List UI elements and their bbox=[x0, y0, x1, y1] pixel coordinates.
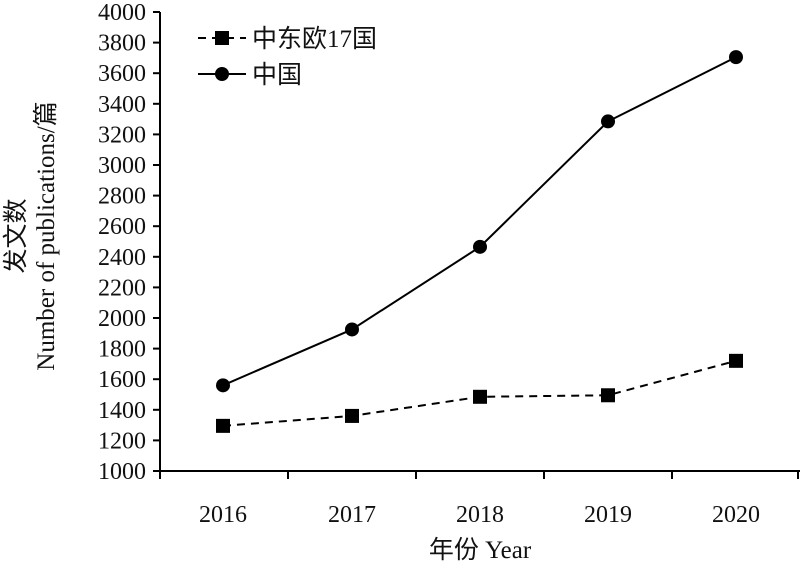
y-tick-label: 3800 bbox=[98, 31, 146, 57]
data-point-circle bbox=[216, 378, 230, 393]
y-tick-label: 2200 bbox=[98, 275, 146, 301]
y-tick-label: 4000 bbox=[98, 0, 146, 26]
y-tick-label: 3600 bbox=[98, 61, 146, 87]
y-tick-label: 2000 bbox=[98, 306, 146, 332]
axes bbox=[159, 12, 800, 472]
y-axis-title-en: Number of publications/篇 bbox=[32, 101, 60, 370]
data-point-square bbox=[729, 353, 743, 368]
y-axis-title-cn: 发文数 bbox=[2, 198, 30, 273]
y-tick-label: 2600 bbox=[98, 214, 146, 240]
legend-square-marker bbox=[215, 31, 229, 45]
data-point-circle bbox=[601, 114, 615, 129]
y-tick-label: 1200 bbox=[98, 428, 146, 454]
legend: 中东欧17国 中国 bbox=[198, 25, 377, 89]
y-tick-label: 1600 bbox=[98, 367, 146, 393]
y-tick-label: 3200 bbox=[98, 122, 146, 148]
legend-item-series-2: 中国 bbox=[198, 61, 302, 89]
y-tick-label: 2400 bbox=[98, 245, 146, 271]
data-point-circle bbox=[729, 50, 743, 65]
legend-label-series-2: 中国 bbox=[252, 61, 302, 89]
x-tick-label: 2020 bbox=[712, 502, 760, 528]
legend-item-series-1: 中东欧17国 bbox=[198, 25, 377, 53]
y-tick-label: 2800 bbox=[98, 184, 146, 210]
x-tick-label: 2016 bbox=[199, 502, 247, 528]
legend-label-series-1: 中东欧17国 bbox=[252, 25, 377, 53]
x-tick-label: 2018 bbox=[456, 502, 504, 528]
y-tick-label: 1400 bbox=[98, 398, 146, 424]
series-lines bbox=[216, 50, 743, 433]
x-tick-label: 2017 bbox=[328, 502, 376, 528]
data-point-square bbox=[345, 408, 359, 423]
data-point-circle bbox=[345, 322, 359, 337]
y-tick-label: 3400 bbox=[98, 92, 146, 118]
legend-circle-marker bbox=[215, 67, 229, 81]
data-point-square bbox=[601, 388, 615, 403]
x-tick-label: 2019 bbox=[584, 502, 632, 528]
data-point-circle bbox=[473, 239, 487, 254]
data-point-square bbox=[473, 389, 487, 404]
y-tick-label: 1800 bbox=[98, 337, 146, 363]
y-tick-label: 3000 bbox=[98, 153, 146, 179]
y-tick-label: 1000 bbox=[98, 459, 146, 485]
data-point-square bbox=[216, 418, 230, 433]
y-ticks: 1000 1200 1400 1600 1800 2000 2200 2400 2600 2800… bbox=[98, 0, 160, 485]
series-line-2 bbox=[222, 56, 737, 387]
x-ticks: 2016 2017 2018 2019 2020 bbox=[159, 471, 799, 528]
x-axis-title: 年份 Year bbox=[429, 536, 532, 564]
